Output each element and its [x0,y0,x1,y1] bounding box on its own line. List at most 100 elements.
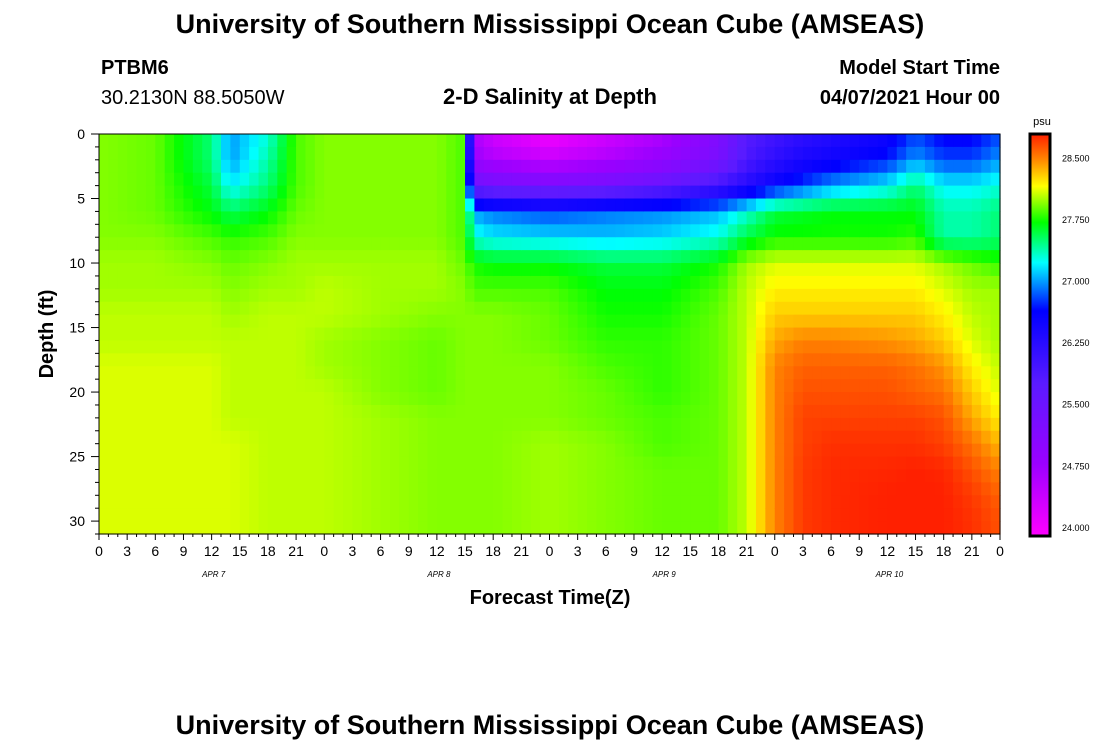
heatmap-cell [465,146,476,161]
heatmap-cell [361,495,372,509]
heatmap-cell [277,301,288,316]
x-tick-label: 0 [546,543,554,559]
heatmap-cell [446,353,457,367]
heatmap-cell [530,263,541,277]
heatmap-cell [746,288,757,303]
heatmap-cell [164,185,175,200]
heatmap-cell [521,314,532,329]
heatmap-cell [361,521,372,535]
heatmap-cell [455,250,466,264]
heatmap-cell [587,327,598,342]
heatmap-cell [812,392,823,406]
heatmap-cell [511,456,522,471]
heatmap-cell [577,250,588,264]
heatmap-cell [155,404,166,419]
heatmap-cell [924,379,935,393]
heatmap-cell [868,288,879,303]
heatmap-cell [699,275,710,290]
heatmap-cell [211,327,222,342]
heatmap-cell [155,327,166,342]
heatmap-cell [239,508,250,522]
heatmap-cell [380,146,391,161]
heatmap-cell [511,495,522,509]
heatmap-cell [117,469,128,483]
heatmap-cell [596,146,607,161]
heatmap-cell [718,469,729,483]
heatmap-cell [896,508,907,522]
heatmap-cell [174,134,185,148]
heatmap-cell [718,185,729,200]
heatmap-cell [971,379,982,393]
heatmap-cell [183,482,194,496]
heatmap-cell [624,172,635,187]
heatmap-cell [164,508,175,522]
heatmap-cell [671,288,682,303]
heatmap-cell [483,211,494,225]
heatmap-cell [249,250,260,264]
heatmap-cell [624,224,635,238]
heatmap-cell [549,224,560,238]
heatmap-cell [709,366,720,380]
heatmap-cell [587,172,598,187]
heatmap-cell [511,443,522,458]
heatmap-cell [249,224,260,238]
heatmap-cell [493,159,504,174]
heatmap-cell [755,159,766,174]
heatmap-cell [737,263,748,277]
heatmap-cell [511,172,522,187]
heatmap-cell [380,521,391,535]
heatmap-cell [136,392,147,406]
heatmap-cell [483,366,494,380]
heatmap-cell [746,134,757,148]
heatmap-cell [943,314,954,329]
heatmap-cell [127,482,138,496]
heatmap-cell [192,134,203,148]
heatmap-cell [568,456,579,471]
heatmap-cell [549,495,560,509]
heatmap-cell [868,134,879,148]
heatmap-cell [521,508,532,522]
heatmap-cell [436,495,447,509]
heatmap-cell [624,301,635,316]
heatmap-cell [896,159,907,174]
heatmap-cell [877,456,888,471]
heatmap-cell [971,456,982,471]
heatmap-cell [859,456,870,471]
heatmap-cell [812,404,823,419]
heatmap-cell [652,185,663,200]
heatmap-cell [99,353,109,367]
heatmap-cell [427,379,438,393]
heatmap-cell [934,379,945,393]
heatmap-cell [727,392,738,406]
heatmap-cell [183,288,194,303]
heatmap-cell [540,404,551,419]
heatmap-cell [267,508,278,522]
heatmap-cell [427,340,438,354]
heatmap-cell [671,404,682,419]
heatmap-cell [774,340,785,354]
heatmap-cell [633,482,644,496]
heatmap-cell [314,469,325,483]
heatmap-cell [436,327,447,342]
heatmap-cell [821,275,832,290]
heatmap-cell [990,366,1001,380]
heatmap-cell [380,366,391,380]
heatmap-cell [521,134,532,148]
heatmap-cell [549,134,560,148]
heatmap-cell [746,159,757,174]
heatmap-cell [615,314,626,329]
heatmap-cell [831,327,842,342]
heatmap-cell [108,263,119,277]
heatmap-cell [258,159,269,174]
heatmap-cell [953,366,964,380]
heatmap-cell [821,443,832,458]
heatmap-cell [380,392,391,406]
heatmap-cell [530,159,541,174]
heatmap-cell [906,379,917,393]
heatmap-cell [333,366,344,380]
heatmap-cell [765,366,776,380]
heatmap-cell [774,134,785,148]
heatmap-cell [981,379,992,393]
heatmap-cell [877,508,888,522]
heatmap-cell [690,250,701,264]
